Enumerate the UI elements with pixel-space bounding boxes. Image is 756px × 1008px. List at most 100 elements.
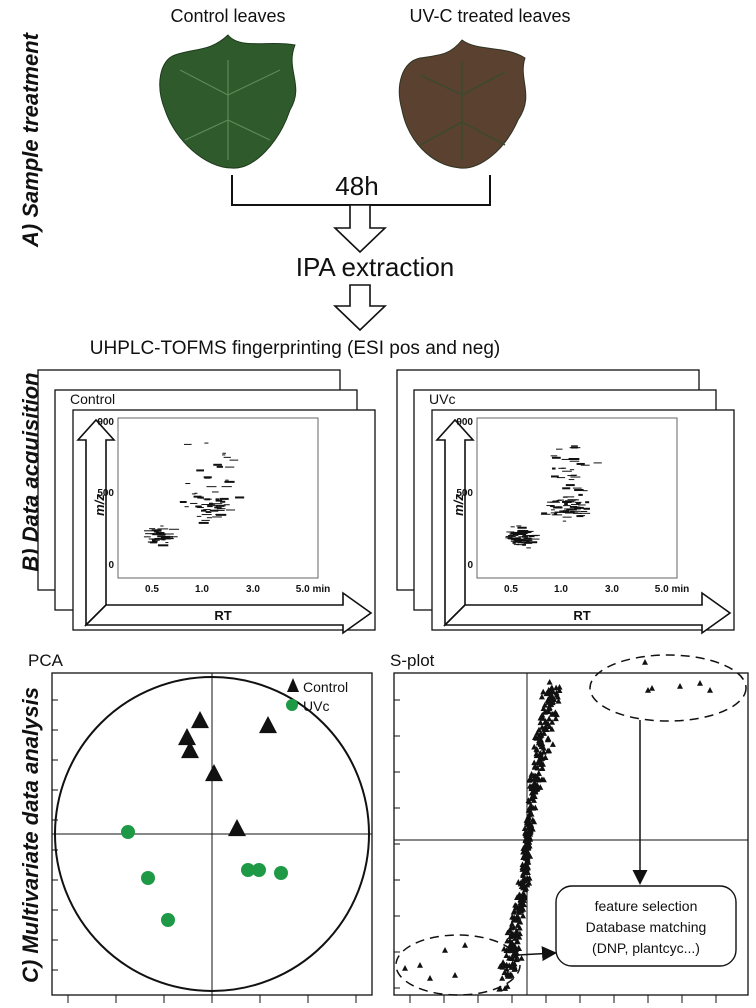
callout-text: feature selection	[595, 898, 698, 914]
triangle-point	[527, 827, 534, 834]
triangle-point	[510, 950, 517, 957]
triangle-point	[544, 747, 551, 754]
triangle-point	[527, 802, 534, 809]
triangle-point	[649, 685, 655, 691]
time-label: 48h	[335, 171, 378, 201]
triangle-point	[507, 933, 514, 940]
triangle-point	[534, 729, 541, 736]
triangle-point	[512, 916, 519, 923]
triangle-point	[522, 837, 529, 844]
triangle-point	[178, 728, 196, 746]
y-tick-label: 900	[97, 417, 114, 428]
triangle-point	[537, 714, 544, 721]
axis-label: m/z	[92, 494, 107, 516]
triangle-point	[518, 883, 525, 889]
triangle-point	[545, 699, 552, 705]
triangle-point	[515, 914, 522, 920]
triangle-point	[205, 764, 223, 782]
triangle-point	[514, 938, 521, 945]
plot-frame	[393, 672, 749, 996]
triangle-point	[540, 748, 547, 755]
triangle-point	[228, 819, 246, 837]
circle-point	[252, 863, 266, 877]
panel-label: Control	[70, 391, 115, 407]
triangle-point	[642, 659, 648, 665]
section-title: UHPLC-TOFMS fingerprinting (ESI pos and …	[90, 338, 500, 359]
triangle-point	[697, 680, 703, 686]
plot-title: PCA	[28, 651, 64, 670]
triangle-point	[533, 746, 540, 752]
triangle-point	[503, 947, 510, 953]
x-tick-label: 1.0	[554, 584, 568, 595]
arrow	[333, 284, 387, 332]
circle-point	[121, 825, 135, 839]
triangle-point	[553, 684, 560, 691]
y-tick-label: 0	[108, 560, 114, 571]
triangle-point	[526, 874, 533, 881]
axis-label: m/z	[451, 494, 466, 516]
triangle-point	[510, 924, 517, 930]
triangle-point	[513, 927, 520, 934]
triangle-point	[259, 716, 277, 734]
triangle-point	[402, 965, 408, 971]
triangle-point	[556, 687, 563, 694]
y-tick-label: 0	[467, 560, 473, 571]
triangle-point	[503, 952, 510, 959]
triangle-point	[513, 902, 520, 909]
triangle-point	[547, 693, 554, 700]
triangle-point	[548, 725, 555, 732]
triangle-point	[517, 907, 524, 914]
triangle-point	[513, 931, 520, 938]
triangle-point	[504, 937, 511, 944]
triangle-point	[427, 975, 433, 981]
plot-box	[476, 417, 678, 579]
pca-points	[52, 699, 357, 1003]
y-arrow	[76, 418, 116, 627]
triangle-point	[511, 960, 518, 967]
triangle-point	[526, 776, 533, 783]
leaf-vein	[179, 60, 281, 160]
triangle-point	[539, 724, 546, 730]
triangle-point	[181, 741, 199, 759]
triangle-point	[541, 709, 548, 715]
legend-marker	[286, 699, 298, 711]
triangle-point	[519, 896, 526, 903]
triangle-point	[533, 735, 540, 741]
triangle-point	[645, 687, 651, 693]
legend-label: UVc	[303, 698, 329, 714]
triangle-point	[541, 701, 548, 708]
triangle-point	[554, 693, 561, 700]
triangle-point	[504, 983, 511, 989]
x-tick-label: 5.0 min	[655, 584, 689, 595]
triangle-point	[522, 886, 529, 893]
triangle-point	[555, 697, 562, 704]
section-label: A) Sample treatment	[18, 31, 43, 248]
triangle-point	[549, 719, 556, 725]
circle-point	[241, 863, 255, 877]
triangle-point	[516, 924, 523, 931]
x-tick-label: 3.0	[246, 584, 260, 595]
triangle-point	[521, 825, 528, 832]
triangle-point	[525, 858, 532, 865]
triangle-point	[527, 782, 534, 789]
x-tick-label: 1.0	[195, 584, 209, 595]
triangle-point	[540, 744, 547, 751]
triangle-point	[551, 696, 558, 703]
y-arrow	[435, 418, 475, 627]
triangle-point	[504, 929, 511, 936]
panels: Control m/z RT 900 500 0 0.5 1.0 3.0 5.0 min UVc m/…	[37, 369, 735, 635]
panel-label: UVc	[429, 391, 455, 407]
triangle-point	[531, 779, 538, 786]
y-tick-label: 900	[456, 417, 473, 428]
x-tick-label: 3.0	[605, 584, 619, 595]
triangle-point	[526, 811, 533, 818]
triangle-point	[528, 794, 535, 801]
triangle-point	[526, 839, 533, 845]
triangle-point	[531, 759, 538, 766]
legend-marker	[287, 678, 299, 692]
triangle-point	[550, 711, 557, 717]
leaf-label: Control leaves	[170, 6, 285, 26]
triangle-point	[516, 945, 523, 951]
triangle-point	[518, 955, 525, 961]
